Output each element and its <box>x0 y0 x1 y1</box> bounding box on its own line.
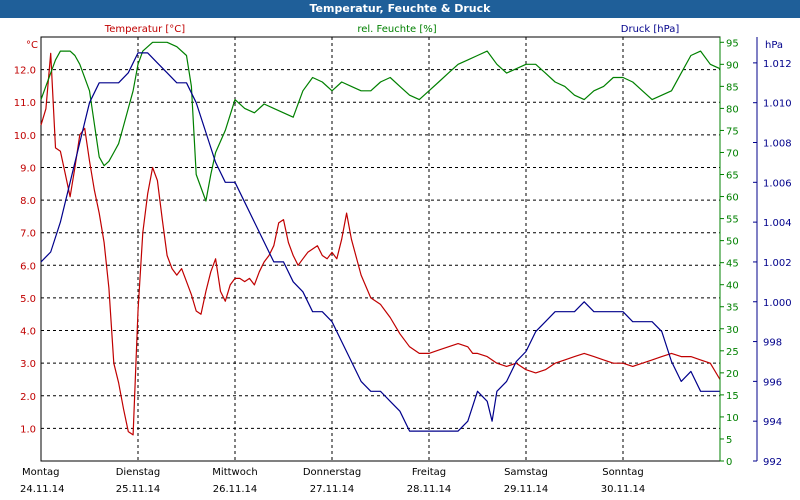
day-name-label: Sonntag <box>602 467 644 478</box>
humidity-tick-label: 85 <box>726 82 739 93</box>
chart-series <box>40 41 721 436</box>
day-name-label: Montag <box>22 467 59 478</box>
temperature-tick-label: 4.0 <box>20 327 36 338</box>
pressure-unit-label: hPa <box>765 40 783 51</box>
temperature-tick-label: 7.0 <box>20 229 36 240</box>
humidity-tick-label: 60 <box>726 193 739 204</box>
day-date-label: 28.11.14 <box>407 484 452 495</box>
chart-grid <box>40 36 721 462</box>
humidity-tick-label: 5 <box>726 435 732 446</box>
humidity-tick-label: 55 <box>726 215 739 226</box>
humidity-tick-label: 10 <box>726 413 739 424</box>
chart-axes: Temperatur [°C] rel. Feuchte [%] Druck [hP… <box>14 24 792 495</box>
humidity-series-line <box>40 41 721 202</box>
humidity-tick-label: 35 <box>726 303 739 314</box>
day-date-label: 24.11.14 <box>20 484 65 495</box>
humidity-tick-label: 90 <box>726 60 739 71</box>
day-name-label: Mittwoch <box>212 467 257 478</box>
humidity-tick-label: 45 <box>726 259 739 270</box>
temperature-tick-label: 2.0 <box>20 392 36 403</box>
temperature-tick-label: 6.0 <box>20 261 36 272</box>
humidity-tick-label: 80 <box>726 104 739 115</box>
pressure-tick-label: 1.012 <box>763 59 792 70</box>
temperature-tick-label: 1.0 <box>20 424 36 435</box>
pressure-tick-label: 992 <box>763 457 782 468</box>
day-name-label: Donnerstag <box>303 467 361 478</box>
temperature-tick-label: 12.0 <box>14 66 36 77</box>
window-title: Temperatur, Feuchte & Druck <box>0 0 800 18</box>
day-date-label: 27.11.14 <box>310 484 355 495</box>
humidity-tick-label: 40 <box>726 281 739 292</box>
pressure-tick-label: 996 <box>763 377 782 388</box>
pressure-tick-label: 998 <box>763 338 782 349</box>
temperature-tick-label: 5.0 <box>20 294 36 305</box>
weather-chart: Temperatur [°C] rel. Feuchte [%] Druck [hP… <box>14 24 792 495</box>
day-date-label: 26.11.14 <box>213 484 258 495</box>
humidity-tick-label: 25 <box>726 347 739 358</box>
day-date-label: 25.11.14 <box>116 484 161 495</box>
temperature-tick-label: 3.0 <box>20 359 36 370</box>
humidity-tick-label: 50 <box>726 237 739 248</box>
pressure-tick-label: 1.010 <box>763 99 792 110</box>
temperature-series-line <box>40 52 721 436</box>
pressure-tick-label: 1.000 <box>763 298 792 309</box>
humidity-tick-label: 65 <box>726 171 739 182</box>
humidity-axis-label: rel. Feuchte [%] <box>357 24 436 35</box>
humidity-tick-label: 95 <box>726 38 739 49</box>
temperature-tick-label: 8.0 <box>20 196 36 207</box>
temperature-tick-label: 10.0 <box>14 131 36 142</box>
pressure-axis-label: Druck [hPa] <box>621 24 680 35</box>
pressure-series-line <box>40 52 720 432</box>
humidity-tick-label: 70 <box>726 148 739 159</box>
pressure-tick-label: 1.002 <box>763 258 792 269</box>
plot-frame <box>40 36 721 462</box>
temperature-tick-label: 9.0 <box>20 163 36 174</box>
pressure-tick-label: 1.004 <box>763 218 792 229</box>
temperature-axis-label: Temperatur [°C] <box>104 24 185 35</box>
humidity-tick-label: 20 <box>726 369 739 380</box>
day-date-label: 30.11.14 <box>601 484 646 495</box>
humidity-tick-label: 0 <box>726 457 732 468</box>
day-name-label: Samstag <box>504 467 548 478</box>
day-date-label: 29.11.14 <box>504 484 549 495</box>
humidity-tick-label: 30 <box>726 325 739 336</box>
humidity-tick-label: 75 <box>726 126 739 137</box>
day-name-label: Dienstag <box>116 467 161 478</box>
humidity-tick-label: 15 <box>726 391 739 402</box>
pressure-tick-label: 994 <box>763 417 782 428</box>
temperature-unit-label: °C <box>26 40 38 51</box>
temperature-tick-label: 11.0 <box>14 98 36 109</box>
day-name-label: Freitag <box>412 467 446 478</box>
pressure-tick-label: 1.008 <box>763 139 792 150</box>
pressure-tick-label: 1.006 <box>763 178 792 189</box>
